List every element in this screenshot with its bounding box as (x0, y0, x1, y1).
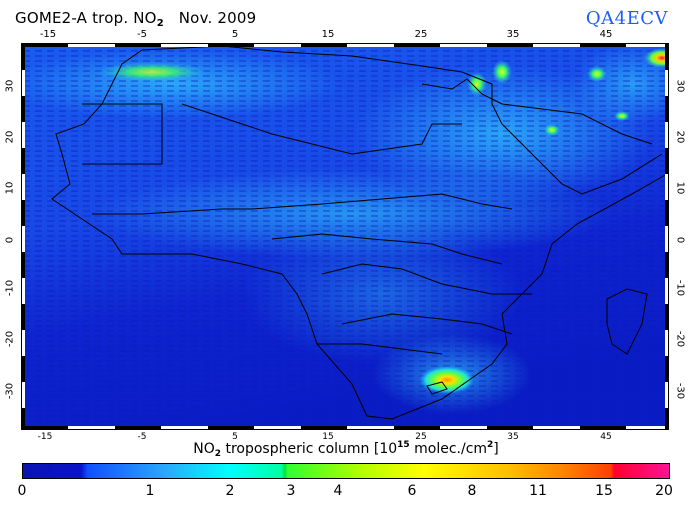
y-tick-left: -20 (4, 330, 16, 348)
x-tick-top: 5 (231, 29, 239, 40)
y-tick-left: 0 (4, 236, 16, 244)
y-tick-left: -10 (4, 279, 16, 297)
label-mid: tropospheric column [10 (221, 441, 398, 457)
x-tick-top: 35 (506, 29, 520, 40)
x-tick-bottom: 45 (600, 432, 612, 442)
x-tick-top: 25 (414, 29, 428, 40)
x-tick-top: -5 (137, 29, 147, 40)
label-sup2: 2 (487, 440, 494, 450)
label-sup: 15 (397, 440, 410, 450)
x-tick-top: 45 (599, 29, 613, 40)
no2-map-image (22, 44, 668, 429)
colorbar-label: NO2 tropospheric column [1015 molec./cm2… (0, 440, 692, 459)
colorbar-tick: 11 (529, 483, 547, 499)
title-text: GOME2-A trop. NO (15, 9, 157, 27)
colorbar (22, 463, 670, 479)
y-tick-right: -30 (674, 382, 686, 400)
title-date: Nov. 2009 (178, 9, 257, 27)
y-tick-left: -30 (4, 382, 16, 400)
y-tick-left: 30 (4, 79, 16, 93)
y-tick-right: -10 (674, 279, 686, 297)
frame-right-ticks (665, 44, 668, 429)
x-tick-bottom: 35 (507, 432, 519, 442)
x-tick-bottom: 25 (415, 432, 427, 442)
x-tick-bottom: 15 (322, 432, 334, 442)
label-unit: molec./cm (409, 441, 488, 457)
colorbar-tick: 6 (407, 483, 417, 499)
x-tick-bottom: -5 (137, 432, 147, 442)
x-tick-bottom: 5 (232, 432, 238, 442)
colorbar-tick: 0 (17, 483, 27, 499)
y-tick-left: 20 (4, 130, 16, 144)
frame-top-ticks (22, 44, 668, 47)
y-tick-right: -20 (674, 330, 686, 348)
title-subscript: 2 (156, 18, 164, 29)
label-end: ] (493, 441, 499, 457)
x-tick-top: 15 (321, 29, 335, 40)
map-plot-area (21, 43, 669, 430)
colorbar-tick: 15 (595, 483, 613, 499)
frame-bottom-ticks (22, 426, 668, 429)
colorbar-tick: 20 (655, 483, 673, 499)
brand-logo: QA4ECV (585, 8, 668, 29)
colorbar-tick: 4 (333, 483, 343, 499)
colorbar-tick: 8 (467, 483, 477, 499)
y-tick-right: 30 (674, 79, 686, 93)
colorbar-tick: 2 (225, 483, 235, 499)
y-tick-right: 10 (674, 181, 686, 195)
label-no: NO (193, 441, 215, 457)
y-tick-right: 20 (674, 130, 686, 144)
x-tick-top: -15 (39, 29, 57, 40)
colorbar-tick: 3 (286, 483, 296, 499)
x-tick-bottom: -15 (37, 432, 53, 442)
plot-title: GOME2-A trop. NO2 Nov. 2009 (15, 9, 256, 29)
colorbar-tick: 1 (145, 483, 155, 499)
frame-left-ticks (22, 44, 25, 429)
label-sub: 2 (214, 449, 221, 459)
y-tick-right: 0 (674, 236, 686, 244)
y-tick-left: 10 (4, 181, 16, 195)
